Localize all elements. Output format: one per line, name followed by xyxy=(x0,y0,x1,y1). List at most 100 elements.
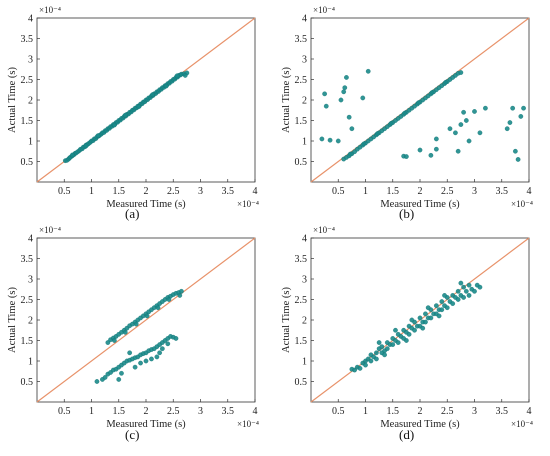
x-tick-label-c: 3 xyxy=(198,406,203,417)
panel-c: 0.5 1 1.5 2 2.5 3 3.5 4 0.5 1 1.5 2 2.5 3 3.5 4 ×10⁻⁴ ×10… xyxy=(7,225,259,430)
data-point-b xyxy=(335,138,341,144)
data-point-c xyxy=(157,350,162,356)
x-exponent-d: ×10⁻⁴ xyxy=(511,419,533,429)
data-point-d xyxy=(455,288,461,294)
data-point-b xyxy=(433,136,439,142)
data-point-d xyxy=(374,356,379,362)
data-point-d xyxy=(376,340,382,345)
y-axis-label-d: Actual Time (s) xyxy=(281,287,292,353)
data-point-c xyxy=(179,288,184,294)
data-point-b xyxy=(463,118,469,123)
data-point-b xyxy=(513,148,518,154)
panel-label-b: (b) xyxy=(399,206,415,221)
data-point-d xyxy=(425,305,431,311)
data-point-a xyxy=(95,133,101,139)
x-tick-label-a: 3 xyxy=(198,186,203,197)
data-point-d xyxy=(461,295,466,300)
data-point-d xyxy=(368,358,374,364)
data-point-b xyxy=(447,126,453,132)
x-tick-label-b: 2 xyxy=(418,186,423,197)
data-point-d xyxy=(357,366,363,371)
data-point-c xyxy=(155,305,161,311)
x-tick-label-c: 2.5 xyxy=(167,406,180,417)
data-point-c xyxy=(160,346,165,352)
x-tick-label-d: 3.5 xyxy=(496,406,509,417)
data-point-d xyxy=(404,338,409,343)
data-point-b xyxy=(327,137,333,143)
y-exponent-c: ×10⁻⁴ xyxy=(39,225,61,235)
data-point-c xyxy=(144,313,150,319)
data-point-b xyxy=(504,126,510,132)
panel-label-c: (c) xyxy=(125,427,140,442)
data-point-a xyxy=(163,83,169,89)
data-point-a xyxy=(83,143,89,149)
y-tick-label-a: 1.5 xyxy=(21,116,34,127)
data-point-c xyxy=(143,358,149,364)
data-point-d xyxy=(439,307,445,313)
data-point-b xyxy=(518,114,524,119)
data-point-b xyxy=(458,122,464,127)
data-point-d xyxy=(379,344,385,349)
y-tick-label-a: 2 xyxy=(28,96,33,107)
y-tick-label-c: 3.5 xyxy=(21,254,34,265)
data-point-d xyxy=(417,315,423,321)
y-tick-label-a: 4 xyxy=(28,14,33,25)
data-point-d xyxy=(393,327,398,333)
data-point-c xyxy=(173,336,179,341)
data-point-d xyxy=(409,317,415,323)
x-tick-label-a: 2.5 xyxy=(167,186,180,197)
data-point-d xyxy=(428,315,434,321)
x-tick-label-c: 1.5 xyxy=(113,406,126,417)
data-point-c xyxy=(138,360,143,366)
data-point-c xyxy=(116,377,122,382)
data-point-b xyxy=(323,103,329,109)
data-point-d xyxy=(444,305,450,311)
data-point-d xyxy=(461,284,466,290)
data-point-b xyxy=(416,100,421,106)
data-point-d xyxy=(395,340,401,345)
data-point-b xyxy=(433,146,439,152)
data-point-d xyxy=(423,311,428,317)
data-point-b xyxy=(319,136,325,142)
data-point-d xyxy=(363,362,368,368)
data-point-b xyxy=(388,121,394,126)
data-point-b xyxy=(521,105,526,111)
y-tick-label-a: 0.5 xyxy=(21,157,34,168)
y-tick-label-d: 0.5 xyxy=(295,377,308,388)
y-tick-label-c: 1.5 xyxy=(21,336,34,347)
y-tick-label-d: 2.5 xyxy=(295,295,308,306)
y-exponent-d: ×10⁻⁴ xyxy=(313,225,335,235)
data-point-d xyxy=(420,325,426,331)
x-tick-label-c: 0.5 xyxy=(58,406,71,417)
data-point-b xyxy=(428,153,434,158)
data-point-b xyxy=(349,126,355,132)
x-tick-label-d: 4 xyxy=(527,406,532,417)
data-point-c xyxy=(119,370,124,376)
data-point-d xyxy=(382,352,387,358)
data-point-b xyxy=(346,114,352,120)
x-tick-label-b: 1.5 xyxy=(387,186,400,197)
y-tick-label-b: 3.5 xyxy=(295,34,308,45)
data-point-d xyxy=(390,342,396,347)
panel-a: 0.5 1 1.5 2 2.5 3 3.5 4 0.5 1 1.5 2 2.5 3 3.5 4 ×10⁻⁴ ×10… xyxy=(7,5,259,210)
data-point-c xyxy=(122,329,128,335)
x-tick-label-c: 1 xyxy=(89,406,94,417)
x-tick-label-b: 3 xyxy=(472,186,477,197)
data-point-d xyxy=(406,331,412,337)
data-point-b xyxy=(361,141,367,147)
data-point-b xyxy=(344,75,349,80)
data-point-d xyxy=(374,350,379,356)
y-tick-label-b: 4 xyxy=(302,14,307,25)
data-point-b xyxy=(402,110,408,116)
x-tick-label-c: 3.5 xyxy=(222,406,235,417)
data-point-d xyxy=(455,297,461,302)
y-tick-label-c: 2 xyxy=(28,316,33,327)
y-tick-label-a: 1 xyxy=(28,137,33,148)
y-tick-label-a: 3.5 xyxy=(21,34,34,45)
data-point-d xyxy=(472,288,477,294)
y-tick-label-b: 0.5 xyxy=(295,157,308,168)
data-point-b xyxy=(458,70,464,75)
y-tick-label-c: 0.5 xyxy=(21,377,34,388)
y-tick-label-b: 3 xyxy=(302,55,307,66)
